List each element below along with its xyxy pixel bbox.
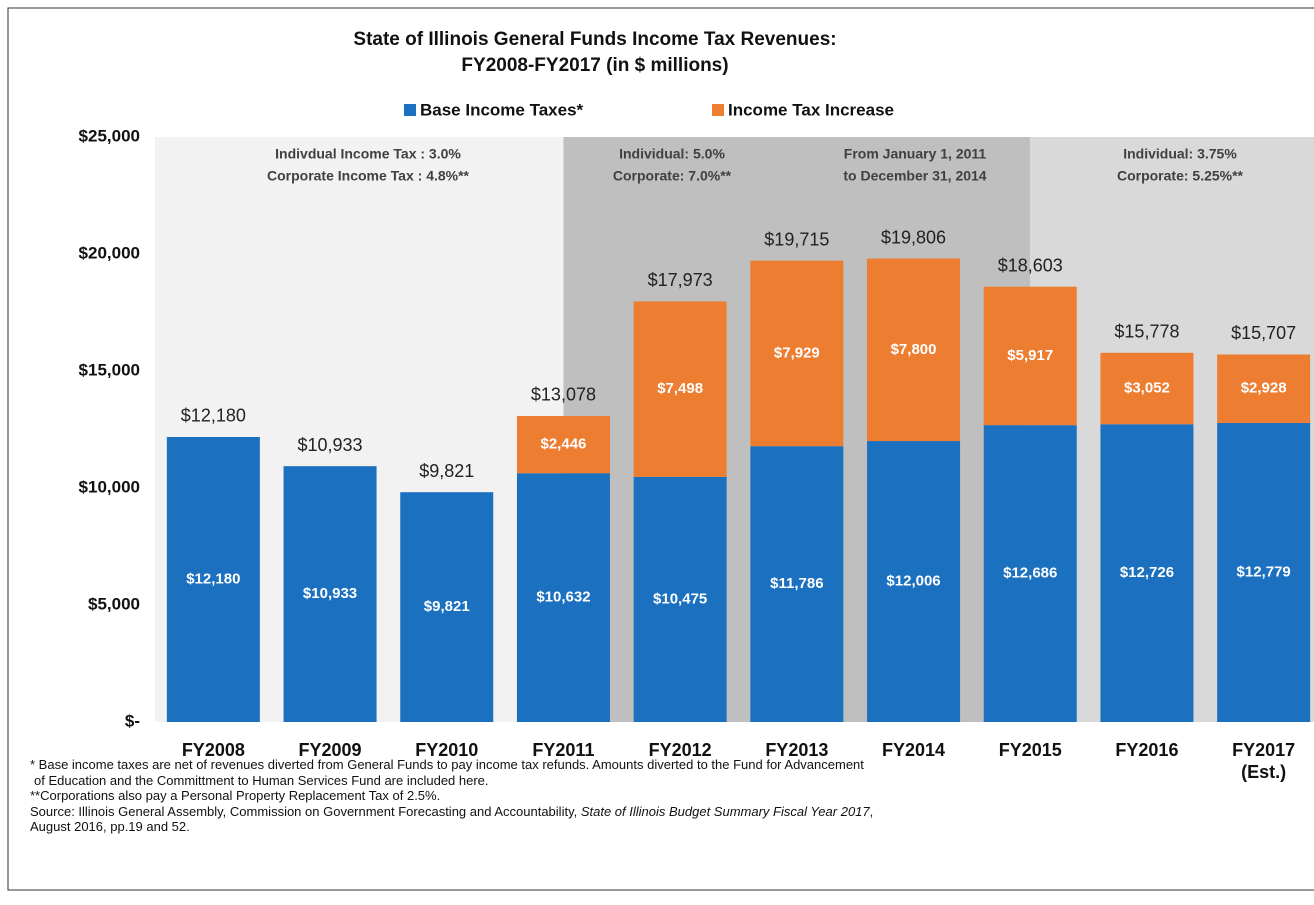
total-label: $19,806 xyxy=(881,227,946,247)
legend-swatch xyxy=(404,104,416,116)
bar-segment xyxy=(283,466,377,722)
y-tick-label: $- xyxy=(125,711,140,730)
footnote: **Corporations also pay a Personal Prope… xyxy=(30,788,441,803)
bar-segment xyxy=(1100,424,1194,722)
x-tick-label: FY2016 xyxy=(1115,740,1179,760)
x-tick-label: FY2012 xyxy=(648,740,712,760)
x-tick-label: FY2014 xyxy=(882,740,946,760)
x-tick-label: FY2013 xyxy=(765,740,829,760)
value-label: $2,446 xyxy=(541,436,587,453)
region-note: Corporate: 7.0%** xyxy=(613,168,732,184)
chart-title: FY2008-FY2017 (in $ millions) xyxy=(461,55,728,76)
value-label: $7,929 xyxy=(774,344,820,361)
bar-segment xyxy=(633,476,727,722)
region-note: Corporate Income Tax : 4.8%** xyxy=(267,168,470,184)
total-label: $10,933 xyxy=(298,435,363,455)
value-label: $10,632 xyxy=(536,589,590,606)
x-tick-label: FY2015 xyxy=(998,740,1062,760)
value-label: $12,779 xyxy=(1237,563,1291,580)
bar-segment xyxy=(983,425,1077,722)
bar-segment xyxy=(750,260,844,447)
y-tick-label: $5,000 xyxy=(88,594,140,613)
bar-segment xyxy=(516,473,610,722)
region-note: Corporate: 5.25%** xyxy=(1117,168,1244,184)
y-tick-label: $25,000 xyxy=(79,126,140,145)
total-label: $19,715 xyxy=(764,229,829,249)
value-label: $7,498 xyxy=(657,380,703,397)
bar-segment xyxy=(867,258,961,442)
source-part: State of Illinois Budget Summary Fiscal … xyxy=(580,803,870,819)
value-label: $10,475 xyxy=(653,590,707,607)
x-tick-label: FY2011 xyxy=(532,740,595,760)
total-label: $12,180 xyxy=(181,406,246,426)
region-note: to December 31, 2014 xyxy=(843,168,986,184)
region-note: From January 1, 2011 xyxy=(844,146,987,162)
region-note: Individual: 5.0% xyxy=(619,146,725,162)
x-tick-label: FY2008 xyxy=(181,740,245,760)
x-tick-label: FY2017 (Est.) xyxy=(1232,740,1296,782)
source-part: Source: Illinois General Assembly, Commi… xyxy=(30,803,581,819)
chart-title: State of Illinois General Funds Income T… xyxy=(353,29,836,50)
bar-segment xyxy=(750,446,844,722)
bar-segment xyxy=(1100,352,1194,425)
x-tick-label: FY2010 xyxy=(415,740,479,760)
total-label: $13,078 xyxy=(531,385,596,405)
bar-segment xyxy=(400,492,494,722)
y-tick-label: $15,000 xyxy=(79,360,140,379)
total-label: $15,778 xyxy=(1114,322,1179,342)
footnote: * Base income taxes are net of revenues … xyxy=(30,757,864,772)
bar-segment xyxy=(1217,354,1311,423)
value-label: $7,800 xyxy=(891,341,937,358)
legend-swatch xyxy=(712,104,724,116)
value-label: $12,006 xyxy=(886,572,940,589)
bar-segment xyxy=(983,286,1077,426)
value-label: $2,928 xyxy=(1241,380,1287,397)
region-note: Individual: 3.75% xyxy=(1123,146,1237,162)
total-label: $9,821 xyxy=(419,461,474,481)
bar-segment xyxy=(633,301,727,477)
value-label: $9,821 xyxy=(424,598,470,615)
source: Source: Illinois General Assembly, Commi… xyxy=(30,804,873,819)
bar-segment xyxy=(1217,422,1311,722)
value-label: $10,933 xyxy=(303,585,357,602)
total-label: $17,973 xyxy=(648,270,713,290)
footnote: of Education and the Committment to Huma… xyxy=(34,772,489,788)
value-label: $12,180 xyxy=(186,570,240,587)
total-label: $18,603 xyxy=(998,255,1063,275)
bar-segment xyxy=(867,441,961,722)
y-tick-label: $20,000 xyxy=(79,243,140,262)
source-part: , xyxy=(869,803,874,819)
y-tick-label: $10,000 xyxy=(79,477,140,496)
value-label: $11,786 xyxy=(770,575,823,592)
legend-label: Base Income Taxes* xyxy=(420,100,584,119)
total-label: $15,707 xyxy=(1231,323,1296,343)
source: August 2016, pp.19 and 52. xyxy=(30,819,190,834)
bar-segment xyxy=(166,436,260,722)
region-note: Indivdual Income Tax : 3.0% xyxy=(275,146,461,162)
value-label: $5,917 xyxy=(1007,347,1053,364)
legend-label: Income Tax Increase xyxy=(728,100,894,119)
value-label: $12,686 xyxy=(1003,565,1057,582)
value-label: $12,726 xyxy=(1120,564,1174,581)
value-label: $3,052 xyxy=(1124,379,1170,396)
bar-segment xyxy=(516,415,610,474)
x-tick-label: FY2009 xyxy=(298,740,362,760)
